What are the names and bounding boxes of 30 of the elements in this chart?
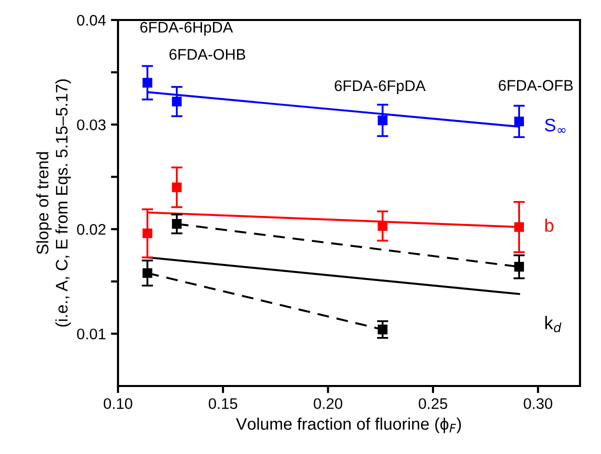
x-tick-label: 0.30 — [524, 398, 552, 410]
x-tick-label: 0.20 — [314, 398, 342, 410]
series-label: k$_{d}$ — [545, 316, 562, 332]
point — [514, 116, 524, 126]
x-tick-label: 0.25 — [418, 398, 448, 410]
point — [142, 78, 152, 88]
y-tick-label: 0.04 — [77, 14, 106, 26]
y-axis-title: Slope of trend (i.e., A, C, E from Eqs. 5.15–5.17) — [36, 79, 71, 327]
series-label: b — [545, 218, 554, 232]
point — [172, 96, 182, 106]
y-tick-label: 0.03 — [77, 119, 106, 130]
y-tick-label: 0.02 — [77, 224, 106, 235]
annotation: 6FDA-OHB — [170, 49, 246, 60]
series-label: S$_{∞}$ — [544, 118, 566, 133]
point — [378, 221, 388, 231]
point — [378, 116, 388, 126]
point — [514, 222, 524, 232]
x-tick-label: 0.10 — [104, 398, 132, 410]
x-axis-title: Volume fraction of fluorine (ϕ$_{F}$) — [236, 418, 461, 434]
point — [172, 182, 182, 192]
annotation: 6FDA-6HpDA — [140, 22, 233, 36]
annotation: 6FDA-6FpDA — [334, 80, 426, 94]
point — [378, 324, 388, 334]
y-tick-label: 0.01 — [77, 328, 106, 340]
point — [172, 219, 182, 229]
x-tick-label: 0.15 — [208, 398, 238, 410]
annotation: 6FDA-OFB — [498, 80, 573, 91]
point — [142, 268, 152, 278]
point — [514, 262, 524, 272]
point — [142, 228, 152, 238]
